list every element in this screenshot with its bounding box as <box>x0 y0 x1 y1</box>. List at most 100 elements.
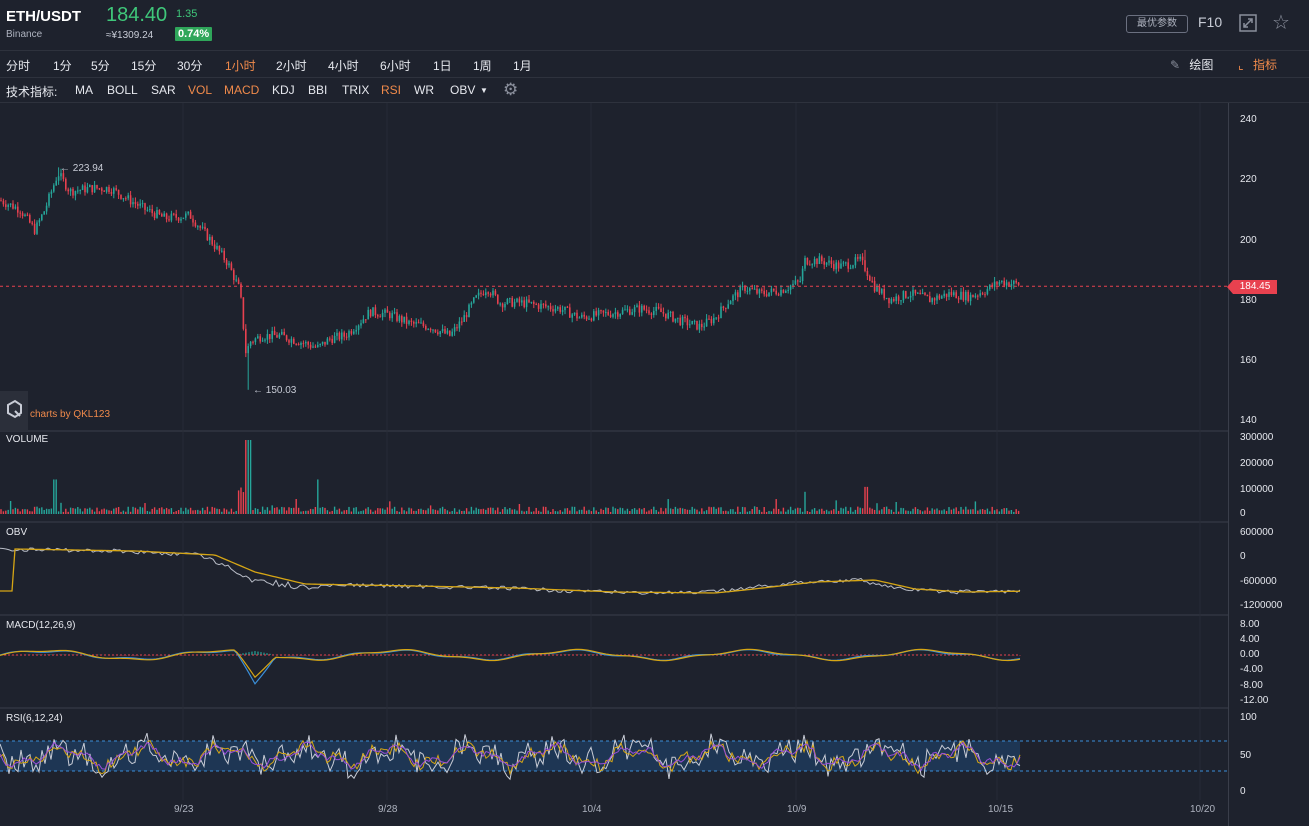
volume-bar <box>381 508 384 514</box>
obv-dropdown-chevron-icon[interactable]: ▼ <box>480 86 488 95</box>
volume-bar <box>12 509 14 514</box>
volume-bar <box>192 510 194 514</box>
timeframe-2[interactable]: 5分 <box>91 59 110 73</box>
volume-bar <box>175 511 177 514</box>
indicator-wr[interactable]: WR <box>414 83 434 97</box>
candle-body <box>710 318 713 324</box>
volume-bar <box>189 507 192 514</box>
indicator-macd[interactable]: MACD <box>224 83 260 97</box>
volume-bar <box>689 509 691 514</box>
volume-bar <box>273 507 276 514</box>
volume-bar <box>953 508 955 514</box>
volume-bar <box>998 511 1001 514</box>
volume-bar <box>302 511 305 514</box>
timeframe-4[interactable]: 30分 <box>177 59 203 73</box>
volume-bar <box>600 508 602 514</box>
volume-bar <box>881 509 883 514</box>
volume-bar <box>105 509 108 514</box>
candle-body <box>429 328 432 331</box>
volume-bar <box>648 510 650 514</box>
indicator-sar[interactable]: SAR <box>151 83 176 97</box>
indicator-obv[interactable]: OBV <box>450 83 476 97</box>
indicator-rsi[interactable]: RSI <box>381 83 402 97</box>
candle-body <box>69 188 72 192</box>
f10-button[interactable]: F10 <box>1198 14 1223 30</box>
timeframe-5[interactable]: 1小时 <box>225 59 256 73</box>
indicators-tool[interactable]: ⌞ 指标 <box>1238 56 1277 73</box>
volume-bar <box>391 508 393 514</box>
candle-body <box>751 288 753 290</box>
volume-bar <box>264 509 266 514</box>
indicator-bbi[interactable]: BBI <box>308 83 328 97</box>
candle-body <box>1001 280 1003 282</box>
volume-bar <box>710 507 713 514</box>
divider <box>0 77 1309 78</box>
volume-bar <box>665 508 667 514</box>
volume-bar <box>38 508 41 514</box>
volume-bar <box>698 511 701 514</box>
indicator-vol[interactable]: VOL <box>188 83 213 97</box>
candle-body <box>355 330 357 332</box>
star-icon[interactable]: ☆ <box>1272 12 1290 34</box>
volume-bar <box>765 511 768 514</box>
timeframe-6[interactable]: 2小时 <box>276 59 307 73</box>
candle-body <box>998 281 1001 285</box>
gear-icon[interactable]: ⚙ <box>503 80 519 99</box>
candle-body <box>158 209 161 215</box>
volume-bar <box>753 506 756 514</box>
candle-body <box>153 213 156 218</box>
candle-body <box>581 314 583 318</box>
volume-bar <box>571 506 573 514</box>
indicator-boll[interactable]: BOLL <box>107 83 138 97</box>
volume-bar <box>619 507 621 514</box>
timeframe-7[interactable]: 4小时 <box>328 59 359 73</box>
candle-body <box>360 323 362 326</box>
candle-body <box>523 300 525 308</box>
timeframe-10[interactable]: 1周 <box>473 59 492 73</box>
volume-bar <box>141 507 144 514</box>
indicator-ma[interactable]: MA <box>75 83 93 97</box>
candle-body <box>897 296 900 301</box>
candle-body <box>117 189 120 195</box>
volume-bar <box>461 511 463 514</box>
candle-body <box>24 214 26 216</box>
volume-bar <box>144 503 146 514</box>
macd-tick: -12.00 <box>1240 695 1269 706</box>
timeframe-0[interactable]: 分时 <box>6 59 31 73</box>
fullscreen-icon[interactable] <box>1238 13 1258 33</box>
volume-bar <box>492 507 494 514</box>
volume-bar <box>129 511 132 514</box>
date-tick: 10/4 <box>582 804 602 815</box>
volume-bar <box>463 510 465 514</box>
timeframe-3[interactable]: 15分 <box>131 59 157 73</box>
candle-body <box>533 301 535 304</box>
timeframe-8[interactable]: 6小时 <box>380 59 411 73</box>
draw-tool[interactable]: ✎ 绘图 <box>1170 56 1213 73</box>
candle-body <box>45 205 48 212</box>
volume-bar <box>621 508 624 514</box>
timeframe-11[interactable]: 1月 <box>513 59 532 73</box>
volume-bar <box>708 506 710 514</box>
candle-body <box>379 316 381 318</box>
current-price-tag: 184.45 <box>1227 280 1277 294</box>
volume-bar <box>705 510 708 514</box>
volume-bar <box>948 507 950 514</box>
price-change: 1.35 <box>176 8 198 20</box>
candle-body <box>545 304 547 307</box>
macd-histogram-bar <box>854 655 856 656</box>
volume-bar <box>182 511 185 514</box>
candle-body <box>187 211 189 214</box>
candle-body <box>434 329 437 333</box>
candle-body <box>19 212 21 214</box>
indicator-kdj[interactable]: KDJ <box>272 83 295 97</box>
timeframe-1[interactable]: 1分 <box>53 59 72 73</box>
indicator-trix[interactable]: TRIX <box>342 83 370 97</box>
timeframe-9[interactable]: 1日 <box>433 59 452 73</box>
best-params-button[interactable]: 最优参数 <box>1126 15 1188 33</box>
candle-body <box>804 257 806 269</box>
candle-body <box>861 256 864 261</box>
candle-body <box>81 185 84 191</box>
candle-body <box>53 185 55 192</box>
candle-body <box>161 214 163 217</box>
